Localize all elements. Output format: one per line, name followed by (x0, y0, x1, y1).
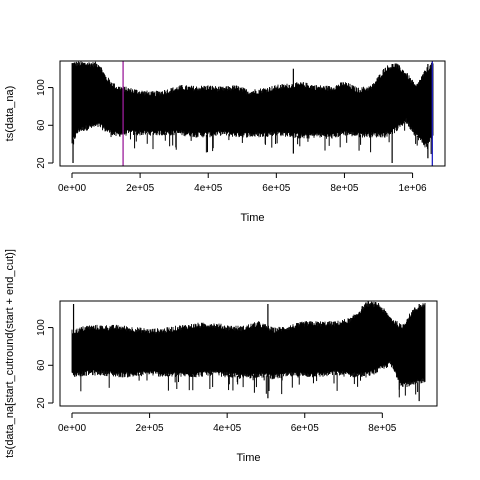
x-axis-title: Time (236, 452, 260, 464)
x-tick-label: 0e+00 (58, 183, 87, 194)
chart-panel-top: 0e+00 2e+05 4e+05 6e+05 8e+05 1e+06 20 60 100 Tim… (4, 60, 446, 224)
x-tick-label: 4e+05 (213, 423, 242, 434)
x-tick-label: 8e+05 (368, 423, 397, 434)
y-tick-label: 60 (36, 359, 47, 371)
plot-frame (59, 60, 446, 167)
y-tick-label: 20 (36, 397, 47, 409)
x-tick-label: 1e+06 (399, 183, 428, 194)
series-line (71, 301, 426, 388)
series-band (71, 61, 434, 163)
x-tick-label: 6e+05 (262, 183, 291, 194)
y-axis-title: ts(data_na[start_cutround(start + end_cu… (4, 249, 16, 458)
y-tick-label: 100 (36, 79, 47, 96)
y-axis-title: ts(data_na) (4, 86, 16, 142)
chart-panel-bottom: 0e+00 2e+05 4e+05 6e+05 8e+05 20 60 100 Time ts(d… (4, 249, 438, 464)
series-line (71, 61, 434, 148)
y-tick-label: 20 (36, 157, 47, 169)
x-tick-label: 8e+05 (330, 183, 359, 194)
plot-frame (59, 300, 438, 407)
y-tick-label: 100 (36, 319, 47, 336)
x-tick-label: 4e+05 (194, 183, 223, 194)
x-tick-label: 2e+05 (126, 183, 155, 194)
x-axis-title: Time (240, 212, 264, 224)
x-tick-label: 2e+05 (136, 423, 165, 434)
x-tick-label: 0e+00 (58, 423, 87, 434)
y-tick-label: 60 (36, 119, 47, 131)
x-tick-label: 6e+05 (291, 423, 320, 434)
series-band (71, 301, 426, 402)
